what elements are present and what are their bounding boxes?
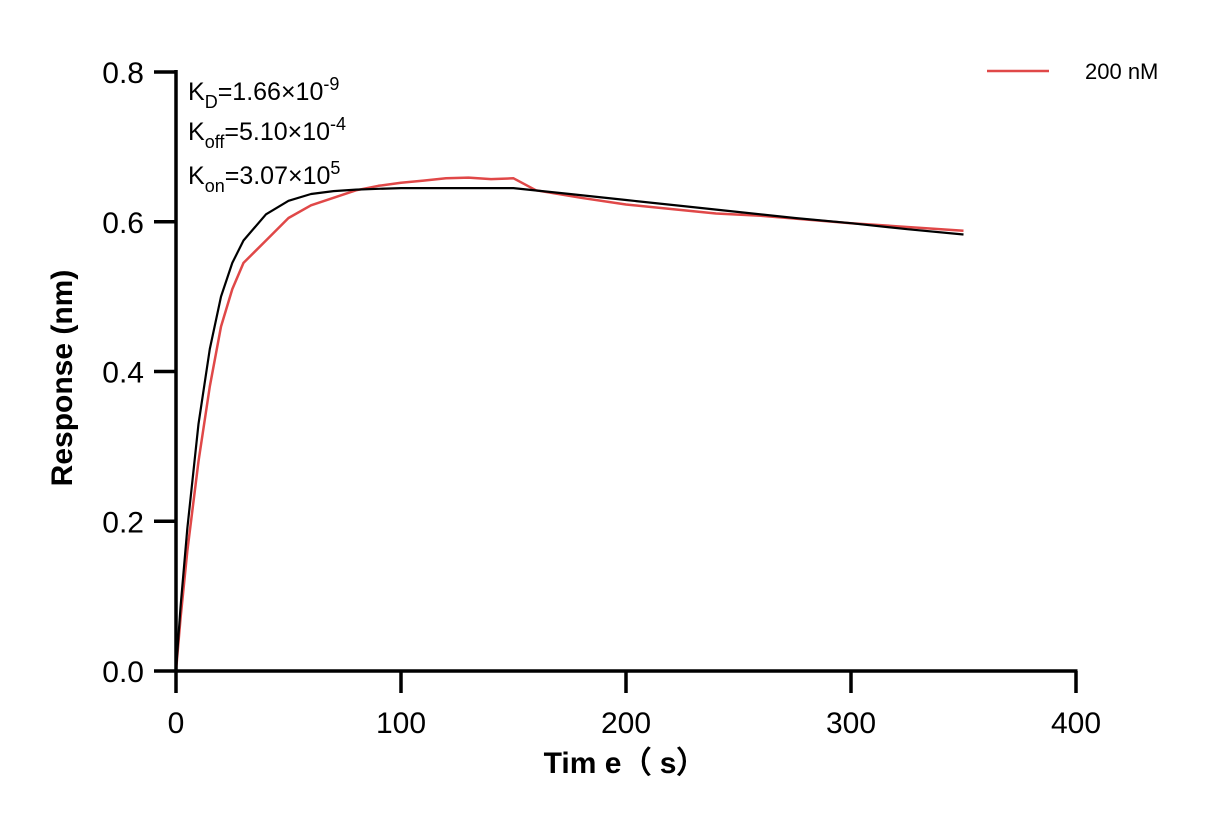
y-axis-title: Response (nm) xyxy=(46,270,79,487)
x-tick-label: 0 xyxy=(168,707,185,740)
series-line-fit xyxy=(174,187,964,672)
x-tick-label: 400 xyxy=(1051,707,1101,740)
plot-area xyxy=(174,176,964,672)
x-tick-label: 200 xyxy=(601,707,651,740)
y-tick-label: 0.8 xyxy=(102,57,144,90)
y-tick-label: 0.6 xyxy=(102,207,144,240)
kon-annotation: Kon=3.07×105 xyxy=(188,158,340,196)
legend: 200 nM xyxy=(987,59,1158,84)
kd-annotation: KD=1.66×10-9 xyxy=(188,74,339,112)
koff-annotation: Koff=5.10×10-4 xyxy=(188,114,346,152)
x-tick-label: 100 xyxy=(376,707,426,740)
x-tick-label: 300 xyxy=(826,707,876,740)
x-axis-title: Tim e（ s） xyxy=(544,746,707,780)
legend-label: 200 nM xyxy=(1085,59,1158,84)
axes: 0 100 200 300 400 0.0 0.2 0.4 0.6 0.8 xyxy=(102,57,1101,740)
y-tick-label: 0.4 xyxy=(102,357,144,390)
y-tick-label: 0.0 xyxy=(102,656,144,689)
y-tick-label: 0.2 xyxy=(102,506,144,539)
kinetic-constants: KD=1.66×10-9 Koff=5.10×10-4 Kon=3.07×105 xyxy=(188,74,346,196)
series-line-200nm xyxy=(174,176,964,672)
